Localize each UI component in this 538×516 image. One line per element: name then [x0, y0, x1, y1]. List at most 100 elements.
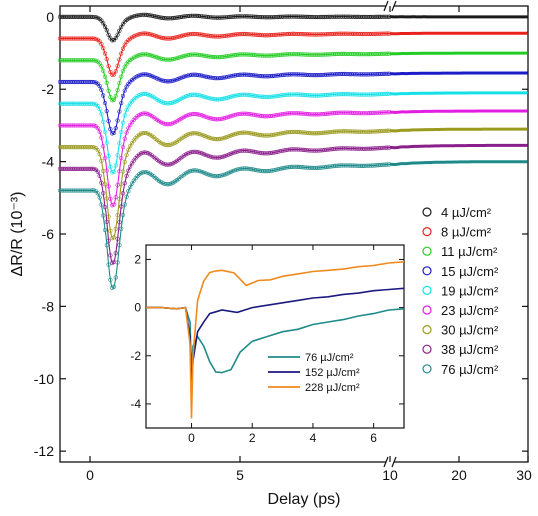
legend-label: 8 µJ/cm² [441, 225, 492, 240]
inset-legend: 76 µJ/cm² 152 µJ/cm² 228 µJ/cm² [268, 352, 360, 394]
data-point [102, 51, 108, 56]
data-point [232, 168, 237, 173]
data-point [129, 181, 135, 186]
data-point [108, 69, 113, 75]
inset-series-line [146, 306, 405, 376]
data-point [228, 133, 234, 138]
data-point [120, 46, 126, 51]
data-point [101, 21, 106, 26]
data-point [128, 164, 133, 169]
legend-label: 15 µJ/cm² [441, 264, 499, 279]
data-point [153, 33, 158, 39]
legend-marker [422, 325, 432, 335]
legend-label: 19 µJ/cm² [441, 283, 499, 298]
series-line-long [390, 91, 528, 96]
y-tick-label: -6 [42, 226, 55, 242]
series-8 [57, 31, 528, 77]
data-point [203, 114, 208, 119]
series-38 [57, 143, 528, 266]
inset-plot: 0 2 4 6 2 0 -2 -4 76 µJ/cm² 152 µJ/cm² 228 µJ/cm² [130, 244, 405, 445]
series-19 [57, 91, 528, 175]
data-point [223, 135, 228, 140]
data-point [225, 115, 230, 120]
data-point [156, 77, 162, 82]
data-point [203, 152, 208, 158]
data-point [230, 169, 235, 174]
inset-y-tick-label: 0 [134, 301, 141, 315]
legend-marker [422, 207, 432, 217]
data-point [230, 132, 235, 137]
y-tick-label: -4 [42, 154, 55, 170]
data-point [95, 126, 100, 131]
data-point [200, 113, 205, 118]
data-point [205, 134, 210, 140]
y-tick-label: -10 [34, 371, 54, 387]
inset-y-tick-label: -2 [130, 349, 141, 363]
series-15 [57, 71, 528, 136]
y-tick-label: -8 [42, 298, 55, 314]
axis-break-mark [383, 456, 389, 468]
data-point [225, 134, 230, 139]
legend-label: 4 µJ/cm² [441, 205, 492, 220]
data-point [201, 114, 207, 119]
legend-label: 38 µJ/cm² [441, 342, 499, 357]
legend-marker [422, 266, 432, 276]
data-point [97, 61, 102, 66]
data-point [128, 184, 133, 190]
y-tick-label: -12 [34, 443, 54, 459]
data-point [126, 126, 131, 131]
series-line-long [390, 51, 528, 56]
data-point [176, 76, 181, 81]
data-point [223, 153, 228, 158]
x-axis-title: Delay (ps) [268, 491, 341, 508]
data-point [119, 24, 124, 30]
data-point [200, 132, 205, 138]
series-76 [57, 160, 528, 290]
inset-x-tick-label: 2 [249, 431, 256, 445]
legend-marker [422, 285, 432, 295]
data-point [183, 94, 189, 99]
data-point [122, 64, 127, 69]
x-tick-label: 10 [382, 467, 398, 483]
data-point [101, 46, 106, 51]
data-point [135, 53, 140, 58]
data-point [95, 148, 100, 153]
data-point [155, 55, 160, 60]
data-point [120, 69, 126, 74]
legend-marker [422, 305, 432, 315]
data-point [113, 35, 118, 41]
axis-break-mark [383, 0, 389, 12]
data-point [128, 144, 133, 149]
y-tick-label: -2 [42, 81, 55, 97]
series-line-long [390, 31, 528, 36]
axis-break-mark [391, 456, 397, 468]
data-point [99, 87, 104, 92]
inset-y-tick-label: -4 [130, 397, 141, 411]
data-point [205, 172, 210, 177]
series-line-long [389, 109, 528, 115]
series-line-long [390, 127, 528, 133]
data-point [97, 107, 102, 112]
data-point [117, 28, 122, 33]
series-30 [57, 127, 528, 241]
series-line-long [389, 143, 528, 150]
y-tick-label: 0 [46, 9, 54, 25]
data-point [97, 129, 102, 134]
data-point [151, 54, 156, 59]
data-point [205, 153, 210, 158]
series-23 [57, 109, 528, 208]
legend-marker [422, 364, 432, 374]
legend-marker [422, 227, 432, 237]
data-point [126, 147, 131, 153]
series-11 [57, 51, 528, 103]
series-points-23 [57, 110, 392, 208]
data-point [153, 54, 158, 59]
inset-series-line [146, 261, 405, 419]
data-point [122, 88, 127, 93]
data-point [113, 94, 118, 99]
data-point [182, 74, 187, 79]
legend-label: 11 µJ/cm² [441, 244, 498, 259]
inset-x-tick-label: 0 [188, 431, 195, 445]
legend-label: 23 µJ/cm² [441, 303, 499, 318]
